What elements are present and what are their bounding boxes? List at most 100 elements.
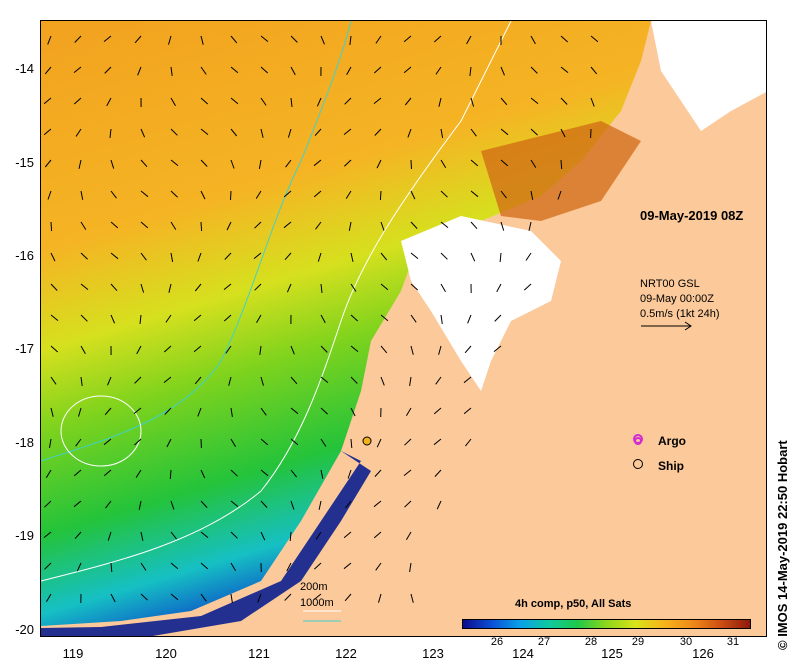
current-vector — [260, 469, 269, 477]
current-vector — [530, 128, 538, 136]
x-tick-label: 120 — [155, 646, 177, 661]
current-vector — [470, 128, 477, 137]
current-vector — [110, 190, 117, 199]
colorbar — [462, 619, 751, 629]
current-vector — [197, 252, 202, 262]
current-vector — [260, 500, 268, 508]
current-vector — [373, 66, 382, 74]
current-vector — [290, 35, 298, 43]
current-vector — [134, 35, 142, 44]
argo-legend-icon — [633, 434, 643, 444]
current-vector — [590, 35, 599, 43]
current-vector — [290, 345, 295, 355]
y-tick-label: -19 — [15, 528, 34, 543]
current-vector — [166, 438, 172, 448]
current-vector — [230, 128, 238, 137]
current-vector — [410, 190, 416, 200]
current-vector — [260, 376, 264, 386]
current-vector — [200, 221, 203, 232]
current-vector — [410, 252, 419, 259]
current-vector — [409, 376, 412, 386]
current-vector — [287, 128, 292, 138]
current-vector — [375, 562, 382, 571]
sst-map — [40, 20, 767, 637]
current-vector — [80, 252, 88, 260]
current-vector — [433, 438, 442, 446]
current-vector — [525, 252, 532, 261]
current-vector — [140, 128, 146, 138]
current-vector — [410, 221, 418, 229]
current-vector — [404, 97, 412, 106]
current-vector — [469, 66, 472, 76]
current-vector — [320, 283, 323, 293]
current-vector — [170, 500, 175, 510]
current-vector — [290, 500, 295, 510]
current-vector — [140, 252, 147, 261]
current-vector — [230, 531, 238, 539]
x-tick-label: 121 — [248, 646, 270, 661]
current-vector — [470, 159, 479, 167]
current-vector — [138, 500, 142, 510]
current-vector — [224, 252, 232, 260]
current-vector — [80, 345, 86, 355]
current-vector — [380, 314, 389, 322]
x-tick-label: 125 — [601, 646, 623, 661]
current-vector — [260, 407, 267, 416]
current-vector — [44, 66, 52, 75]
current-time-label: 09-May 00:00Z — [640, 293, 714, 305]
current-vector — [260, 35, 269, 42]
current-vector — [314, 128, 322, 137]
current-vector — [230, 593, 233, 603]
current-vector — [470, 190, 479, 198]
current-vector — [313, 190, 322, 198]
current-vector — [343, 562, 352, 570]
current-vector — [410, 345, 414, 355]
current-vector — [350, 438, 353, 449]
y-tick-label: -18 — [15, 435, 34, 450]
current-vector — [435, 376, 442, 385]
current-vector — [136, 345, 142, 355]
colorbar-tick: 29 — [631, 636, 645, 648]
current-vector — [43, 531, 52, 538]
colorbar-tick: 27 — [537, 636, 551, 648]
current-vector — [404, 438, 412, 446]
current-vector — [375, 35, 382, 44]
current-vector — [500, 190, 507, 199]
y-tick-label: -15 — [15, 155, 34, 170]
current-vector — [313, 593, 322, 600]
current-vector — [256, 314, 262, 324]
current-vector — [345, 500, 352, 509]
current-vector — [44, 562, 52, 570]
current-vector — [260, 438, 269, 446]
current-vector — [500, 159, 509, 167]
current-vector — [433, 35, 442, 43]
current-vector — [590, 97, 595, 107]
current-vector — [260, 128, 264, 138]
current-vector — [530, 97, 539, 104]
current-vector — [200, 66, 207, 75]
current-vector — [49, 438, 52, 448]
x-tick-label: 124 — [512, 646, 534, 661]
ship-legend-icon — [633, 459, 643, 469]
current-vector — [410, 283, 419, 291]
current-vector — [135, 469, 142, 478]
current-vector — [344, 593, 352, 602]
current-vector — [74, 531, 82, 540]
current-vector — [140, 283, 145, 293]
current-vector — [80, 283, 89, 290]
current-vector — [343, 531, 352, 539]
current-vector — [254, 283, 262, 291]
current-vector — [200, 562, 209, 570]
current-vector — [320, 345, 328, 353]
ship-legend-label: Ship — [658, 459, 684, 473]
current-vector — [230, 500, 239, 507]
legend-200m-label: 200m — [300, 581, 328, 593]
current-vector — [230, 407, 233, 417]
current-vector — [320, 469, 324, 479]
argo-legend-label: Argo — [658, 434, 686, 448]
current-vector — [379, 190, 382, 201]
current-vector — [260, 97, 267, 106]
current-vector — [200, 128, 209, 135]
current-vector — [530, 190, 534, 200]
current-vector — [140, 221, 149, 229]
